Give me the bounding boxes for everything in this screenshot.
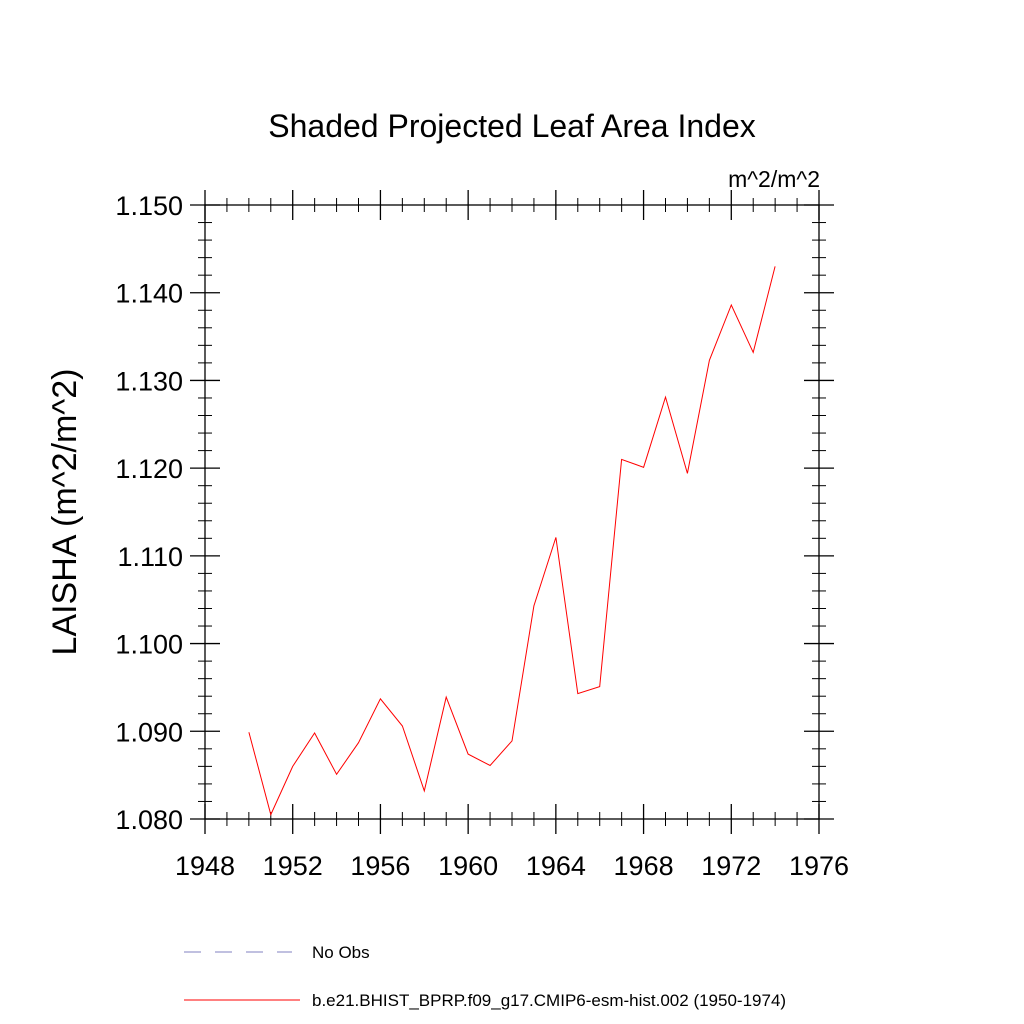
x-tick-label: 1968: [614, 851, 674, 881]
series-line-0: [248, 266, 776, 817]
y-tick-label: 1.130: [115, 366, 183, 396]
y-tick-label: 1.080: [115, 805, 183, 835]
x-tick-label: 1948: [175, 851, 235, 881]
x-tick-label: 1976: [789, 851, 849, 881]
y-tick-label: 1.100: [115, 630, 183, 660]
y-tick-label: 1.110: [117, 542, 183, 572]
units-label: m^2/m^2: [728, 166, 820, 192]
y-tick-label: 1.120: [115, 454, 183, 484]
legend-label-model: b.e21.BHIST_BPRP.f09_g17.CMIP6-esm-hist.…: [312, 991, 786, 1010]
x-tick-label: 1960: [438, 851, 498, 881]
legend: No Obs b.e21.BHIST_BPRP.f09_g17.CMIP6-es…: [184, 943, 786, 1010]
y-tick-label: 1.090: [115, 717, 183, 747]
y-tick-label: 1.150: [115, 191, 183, 221]
series-layer: [248, 266, 776, 817]
x-tick-label: 1952: [263, 851, 323, 881]
major-ticks: [190, 190, 834, 834]
minor-ticks: [198, 198, 826, 826]
y-tick-labels: 1.080 1.090 1.100 1.110 1.120 1.130 1.140 1.150: [115, 191, 183, 835]
y-tick-label: 1.140: [115, 279, 183, 309]
x-tick-labels: 1948 1952 1956 1960 1964 1968 1972 1976: [175, 851, 849, 881]
legend-label-no-obs: No Obs: [312, 943, 370, 962]
x-tick-label: 1956: [350, 851, 410, 881]
chart-title: Shaded Projected Leaf Area Index: [268, 108, 755, 144]
x-tick-label: 1964: [526, 851, 586, 881]
x-tick-label: 1972: [701, 851, 761, 881]
plot-frame: [204, 204, 820, 820]
y-axis-label: LAISHA (m^2/m^2): [46, 369, 84, 656]
